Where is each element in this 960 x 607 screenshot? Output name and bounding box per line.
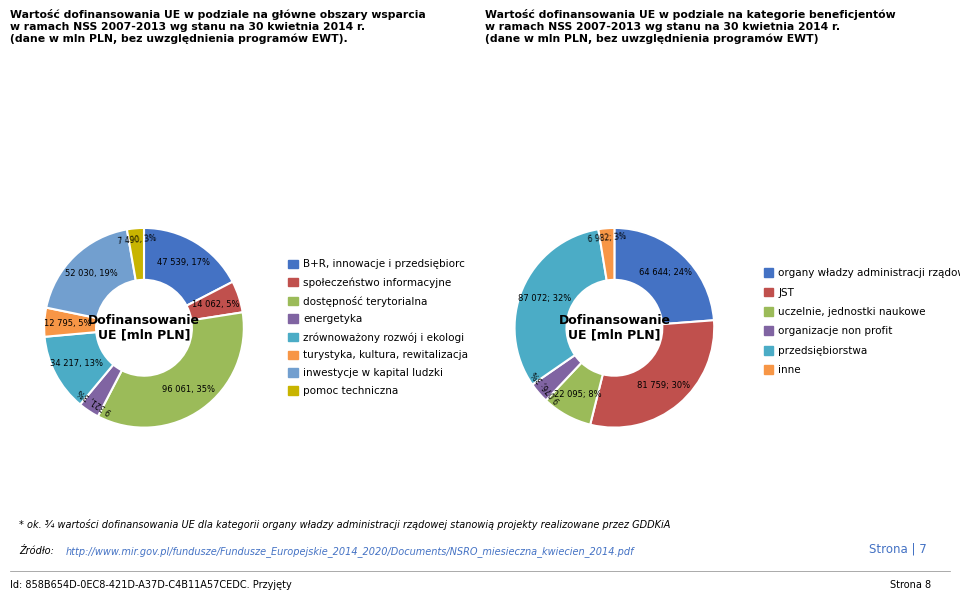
Text: 7 490, 3%: 7 490, 3%: [117, 234, 156, 246]
Text: 47 539, 17%: 47 539, 17%: [156, 259, 210, 268]
Text: Źródło:: Źródło:: [19, 546, 58, 556]
Wedge shape: [144, 228, 232, 306]
Text: 14 062, 5%: 14 062, 5%: [192, 300, 240, 308]
Text: Wartość dofinansowania UE w podziale na kategorie beneficjentów
w ramach NSS 200: Wartość dofinansowania UE w podziale na …: [485, 9, 896, 44]
Text: 12 795, 5%: 12 795, 5%: [44, 319, 92, 328]
Text: 22 095; 8%: 22 095; 8%: [554, 390, 602, 399]
Text: Id: 858B654D-0EC8-421D-A37D-C4B11A57CEDC. Przyjęty: Id: 858B654D-0EC8-421D-A37D-C4B11A57CEDC…: [10, 580, 291, 589]
Text: 9 076; 3%: 9 076; 3%: [530, 368, 563, 404]
Wedge shape: [44, 308, 97, 337]
Wedge shape: [598, 228, 614, 280]
Text: 52 030, 19%: 52 030, 19%: [65, 269, 117, 278]
Wedge shape: [532, 355, 582, 401]
Wedge shape: [546, 362, 603, 425]
Text: 9 321, 3%: 9 321, 3%: [77, 387, 114, 415]
Wedge shape: [186, 282, 243, 320]
Text: 81 759; 30%: 81 759; 30%: [636, 381, 690, 390]
Text: Strona 8: Strona 8: [890, 580, 931, 589]
Wedge shape: [515, 229, 607, 385]
Text: 96 061, 35%: 96 061, 35%: [162, 385, 215, 394]
Wedge shape: [44, 332, 113, 404]
Text: * ok. ¾ wartości dofinansowania UE dla kategorii organy władzy administracji rzą: * ok. ¾ wartości dofinansowania UE dla k…: [19, 519, 671, 530]
Wedge shape: [590, 320, 714, 427]
Text: Dofinansowanie
UE [mln PLN]: Dofinansowanie UE [mln PLN]: [559, 314, 670, 342]
Text: 64 644; 24%: 64 644; 24%: [639, 268, 692, 277]
Text: Strona | 7: Strona | 7: [869, 543, 926, 555]
Wedge shape: [80, 365, 122, 416]
Text: Dofinansowanie
UE [mln PLN]: Dofinansowanie UE [mln PLN]: [88, 314, 200, 342]
Legend: B+R, innowacje i przedsiębiorc, społeczeństwo informacyjne, dostępność terytoria: B+R, innowacje i przedsiębiorc, społecze…: [288, 259, 468, 396]
Text: Wartość dofinansowania UE w podziale na główne obszary wsparcia
w ramach NSS 200: Wartość dofinansowania UE w podziale na …: [10, 9, 425, 44]
Text: 34 217, 13%: 34 217, 13%: [50, 359, 104, 368]
Wedge shape: [98, 312, 244, 427]
Wedge shape: [46, 229, 135, 318]
Legend: organy władzy administracji rządowej *, JST, uczelnie, jednostki naukowe, organi: organy władzy administracji rządowej *, …: [763, 268, 960, 375]
Wedge shape: [614, 228, 714, 324]
Text: http://www.mir.gov.pl/fundusze/Fundusze_Europejskie_2014_2020/Documents/NSRO_mie: http://www.mir.gov.pl/fundusze/Fundusze_…: [65, 546, 634, 557]
Text: 87 072; 32%: 87 072; 32%: [518, 294, 571, 302]
Wedge shape: [127, 228, 144, 280]
Text: 6 982; 3%: 6 982; 3%: [588, 232, 627, 244]
